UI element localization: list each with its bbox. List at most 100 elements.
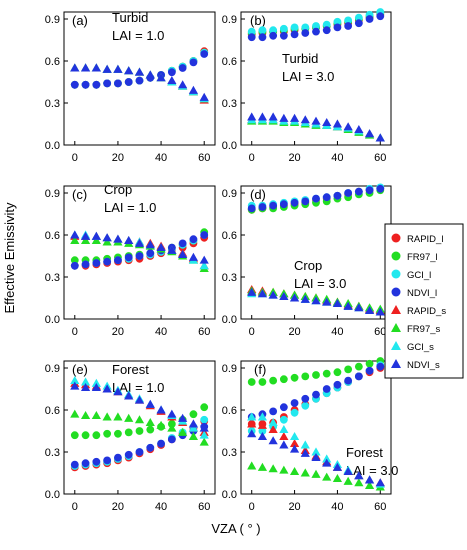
data-point [279, 432, 289, 441]
series-NDVI_s [247, 287, 385, 316]
data-point [312, 371, 320, 379]
plot-frame [63, 185, 216, 320]
y-tick-label: 0.3 [222, 447, 237, 459]
data-point [102, 412, 112, 421]
data-point [92, 431, 101, 440]
data-point [311, 116, 321, 125]
data-point [81, 431, 90, 440]
data-point [135, 76, 144, 85]
data-point [279, 292, 289, 301]
data-point [343, 122, 353, 131]
data-point [332, 462, 343, 471]
x-tick-label: 40 [155, 501, 167, 513]
series-GCI_l [70, 415, 209, 470]
data-point [290, 23, 299, 32]
legend: RAPID_l FR97_l GCI_l NDVI_l RAPID_s FR97_s GCI… [384, 223, 464, 379]
data-point [322, 369, 331, 378]
data-point [375, 478, 385, 487]
data-point [279, 440, 289, 449]
data-point [156, 405, 166, 414]
legend-marker [391, 233, 401, 243]
data-point [113, 234, 123, 243]
data-point [200, 415, 209, 424]
y-tick-label: 0.0 [45, 489, 60, 501]
data-point [333, 23, 342, 32]
data-point [124, 253, 133, 262]
data-point [178, 413, 188, 422]
data-point [311, 296, 321, 305]
data-point [114, 79, 122, 88]
x-tick-label: 20 [112, 326, 124, 338]
data-point [124, 450, 133, 459]
data-point [354, 362, 363, 371]
data-point [289, 293, 300, 302]
data-point [301, 23, 310, 32]
data-point [311, 447, 321, 456]
panel-letter: (e) [72, 362, 88, 377]
x-tick-label: 60 [198, 152, 210, 164]
data-point [268, 425, 278, 434]
data-point [269, 31, 278, 40]
x-tick-label: 20 [288, 501, 300, 513]
data-point [70, 409, 80, 418]
plot-frame [240, 11, 392, 146]
data-point [375, 307, 385, 316]
x-tick-label: 0 [72, 501, 78, 513]
x-tick-label: 60 [374, 501, 386, 513]
data-point [290, 198, 299, 207]
y-tick-label: 0.9 [45, 14, 60, 26]
data-point [290, 399, 299, 407]
data-point [80, 411, 91, 420]
data-point [200, 50, 209, 58]
y-tick-label: 0.0 [222, 140, 237, 152]
data-point [312, 27, 320, 36]
series-NDVI_l [247, 12, 385, 42]
x-tick-label: 60 [374, 326, 386, 338]
y-tick-label: 0.0 [45, 140, 60, 152]
data-point [322, 297, 332, 306]
legend-label: RAPID_s [407, 306, 446, 317]
plot-frame [63, 11, 216, 146]
panel-surface-label: Turbid [282, 51, 318, 66]
y-tick-label: 0.0 [222, 314, 237, 326]
data-point [279, 465, 289, 474]
panel-surface-label: Crop [104, 182, 132, 197]
legend-marker [391, 323, 401, 332]
data-point [332, 474, 343, 483]
data-point [343, 467, 353, 476]
data-point [167, 76, 177, 85]
panel-lai-label: LAI = 1.0 [112, 28, 164, 43]
data-point [344, 189, 353, 197]
legend-marker [391, 359, 401, 368]
data-point [301, 29, 310, 37]
data-point [376, 12, 385, 21]
data-point [247, 461, 257, 470]
data-point [178, 239, 187, 248]
data-point [333, 17, 342, 26]
y-axis-label: Effective Emissivity [2, 202, 17, 314]
data-point [81, 260, 90, 269]
y-tick-label: 0.3 [45, 98, 60, 110]
data-point [167, 423, 177, 432]
y-tick-label: 0.6 [45, 405, 60, 417]
data-point [134, 395, 145, 404]
x-axis-label: VZA ( ° ) [211, 521, 260, 536]
data-point [199, 92, 209, 101]
data-point [376, 362, 385, 371]
legend-box [384, 223, 464, 379]
panel-c: 0.0 0.3 0.6 0.9 0 20 40 60 (c) Crop LAI = 1.0 [45, 182, 216, 338]
data-point [81, 80, 90, 89]
x-tick-label: 20 [288, 152, 300, 164]
panel-d: 0.0 0.3 0.6 0.9 0 20 40 60 (d) Crop LAI = 3.0 [222, 183, 392, 338]
data-point [279, 31, 288, 40]
data-point [103, 257, 112, 266]
data-point [301, 372, 310, 381]
data-point [300, 448, 310, 457]
data-point [301, 197, 310, 206]
data-point [70, 236, 80, 245]
data-point [247, 378, 256, 386]
legend-label: RAPID_l [407, 234, 443, 245]
data-point [257, 420, 268, 429]
data-point [135, 252, 144, 260]
